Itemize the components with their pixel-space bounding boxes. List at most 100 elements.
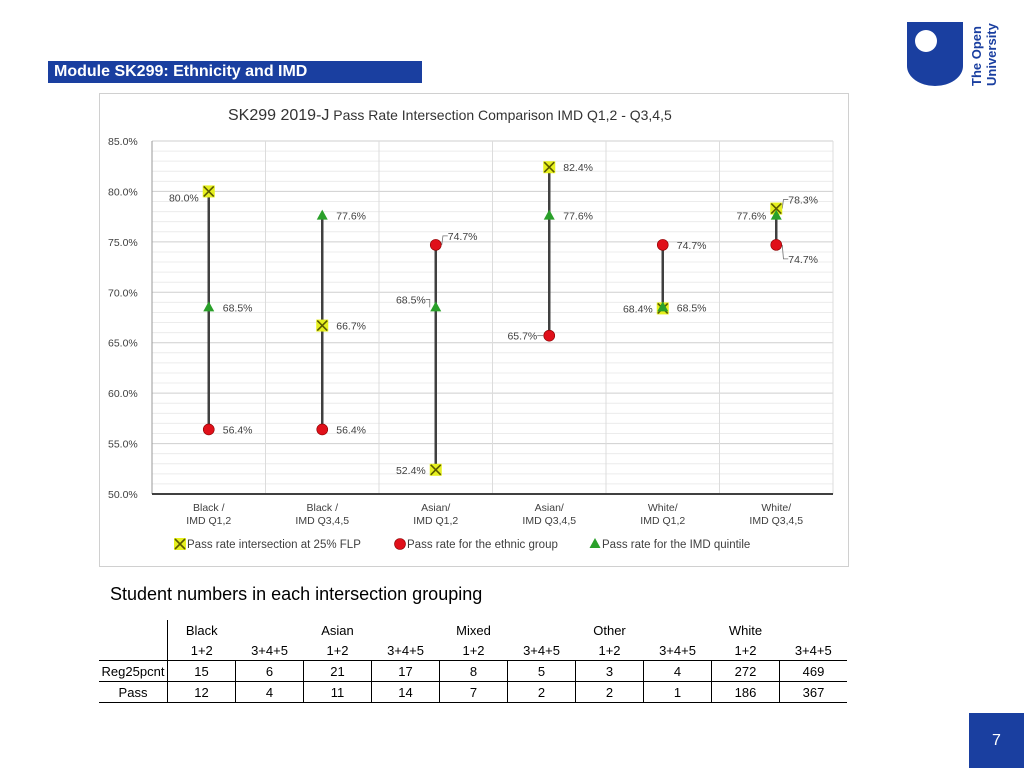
data-label-intersection: 80.0%	[169, 192, 199, 204]
legend-label-imd-quintile: Pass rate for the IMD quintile	[602, 539, 750, 551]
table-cell: 4	[235, 681, 304, 703]
marker-imd-quintile	[316, 209, 328, 220]
y-tick-label: 75.0%	[108, 237, 138, 249]
group-header-black: Black	[185, 622, 218, 638]
x-category-label: White/	[648, 502, 678, 514]
x-category-label: IMD Q3,4,5	[295, 515, 349, 527]
group-header-white: White	[728, 622, 763, 638]
y-tick-label: 70.0%	[108, 287, 138, 299]
slide-title-bar: Module SK299: Ethnicity and IMD	[48, 61, 422, 83]
data-label-intersection: 78.3%	[788, 195, 818, 207]
y-tick-label: 60.0%	[108, 388, 138, 400]
table-cell: 2	[575, 681, 644, 703]
table-cell: 272	[711, 660, 780, 682]
label-leader	[781, 199, 789, 209]
pass-rate-chart: SK299 2019-J Pass Rate Intersection Comp…	[99, 93, 849, 567]
legend-marker-intersection	[174, 538, 186, 550]
data-label-intersection: 82.4%	[563, 162, 593, 174]
marker-intersection	[543, 161, 556, 174]
data-label-ethnic-group: 56.4%	[223, 424, 253, 436]
row-label-pass: Pass	[99, 681, 168, 703]
data-label-ethnic-group: 74.7%	[677, 240, 707, 252]
marker-imd-quintile	[770, 209, 782, 220]
y-tick-label: 50.0%	[108, 489, 138, 501]
y-tick-label: 65.0%	[108, 338, 138, 350]
y-tick-label: 55.0%	[108, 439, 138, 451]
marker-intersection	[770, 202, 783, 215]
row-label-reg25pcnt: Reg25pcnt	[99, 660, 168, 682]
table-cell: 12	[167, 681, 236, 703]
table-cell: 367	[779, 681, 847, 703]
data-label-imd-quintile: 68.5%	[223, 302, 253, 314]
logo-text-line1: The Open	[969, 26, 984, 86]
logo-text-line2: University	[984, 22, 999, 86]
table-cell: 8	[439, 660, 508, 682]
data-label-ethnic-group: 65.7%	[507, 331, 537, 343]
data-label-imd-quintile: 68.5%	[677, 302, 707, 314]
x-category-label: IMD Q3,4,5	[749, 515, 803, 527]
table-cell: 186	[711, 681, 780, 703]
marker-imd-quintile	[543, 209, 555, 220]
chart-title-rest: Pass Rate Intersection Comparison IMD Q1…	[329, 107, 672, 123]
marker-intersection	[202, 185, 215, 198]
subheader-cell: 3+4+5	[251, 642, 288, 658]
legend-marker-imd-quintile	[589, 538, 601, 548]
marker-ethnic-group	[543, 329, 556, 342]
marker-imd-quintile	[203, 301, 215, 312]
table-cell: 469	[779, 660, 847, 682]
x-category-label: Black /	[306, 502, 338, 514]
group-header-mixed: Mixed	[456, 622, 491, 638]
table-cell: 1	[643, 681, 712, 703]
table-row-pass: Pass 12 4 11 14 7 2 2 1 186 367	[99, 681, 847, 703]
data-label-imd-quintile: 68.5%	[396, 294, 426, 306]
legend-label-ethnic-group: Pass rate for the ethnic group	[407, 539, 558, 551]
page-number-box: 7	[969, 713, 1024, 768]
table-row-reg25pcnt: Reg25pcnt 15 6 21 17 8 5 3 4 272 469	[99, 660, 847, 682]
table-cell: 2	[507, 681, 576, 703]
marker-imd-quintile	[657, 301, 669, 312]
data-label-imd-quintile: 77.6%	[336, 211, 366, 223]
chart-svg: SK299 2019-J Pass Rate Intersection Comp…	[108, 107, 834, 551]
x-category-label: White/	[761, 502, 791, 514]
table-cell: 21	[303, 660, 372, 682]
table-cell: 7	[439, 681, 508, 703]
table-cell: 3	[575, 660, 644, 682]
slide-title: Module SK299: Ethnicity and IMD	[54, 63, 308, 80]
subheader-cell: 3+4+5	[659, 642, 696, 658]
x-category-label: IMD Q3,4,5	[522, 515, 576, 527]
page-number: 7	[992, 732, 1001, 749]
chart-title-bold: SK299 2019-J	[228, 107, 329, 124]
marker-ethnic-group	[656, 239, 669, 251]
subheader-cell: 3+4+5	[387, 642, 424, 658]
label-leader	[441, 235, 448, 245]
subheader-cell: 1+2	[598, 642, 621, 658]
legend-marker-ethnic-group	[394, 538, 406, 550]
label-leader	[781, 244, 789, 260]
marker-intersection	[429, 463, 442, 476]
x-category-label: IMD Q1,2	[186, 515, 231, 527]
marker-imd-quintile	[430, 301, 442, 312]
data-label-ethnic-group: 74.7%	[448, 231, 478, 243]
x-category-label: Asian/	[421, 502, 450, 514]
subheader-row: 1+2 3+4+5 1+2 3+4+5 1+2 3+4+5 1+2 3+4+5 …	[99, 640, 847, 661]
marker-ethnic-group	[202, 423, 215, 436]
subheader-cell: 1+2	[462, 642, 485, 658]
table-cell: 5	[507, 660, 576, 682]
x-category-label: Asian/	[535, 502, 564, 514]
group-header-other: Other	[593, 622, 626, 638]
table-cell: 17	[371, 660, 440, 682]
subheader-cell: 3+4+5	[794, 642, 832, 658]
subheader-cell: 1+2	[734, 642, 757, 658]
x-category-label: IMD Q1,2	[640, 515, 685, 527]
marker-intersection	[316, 319, 329, 332]
table-cell: 15	[167, 660, 236, 682]
table-cell: 4	[643, 660, 712, 682]
table-cell: 11	[303, 681, 372, 703]
x-category-label: Black /	[193, 502, 225, 514]
data-label-intersection: 52.4%	[396, 465, 426, 477]
data-label-ethnic-group: 56.4%	[336, 424, 366, 436]
x-category-label: IMD Q1,2	[413, 515, 458, 527]
group-header-row: Black Asian Mixed Other White	[99, 620, 847, 640]
chart-title: SK299 2019-J Pass Rate Intersection Comp…	[228, 107, 672, 124]
legend-label-intersection: Pass rate intersection at 25% FLP	[187, 539, 361, 551]
